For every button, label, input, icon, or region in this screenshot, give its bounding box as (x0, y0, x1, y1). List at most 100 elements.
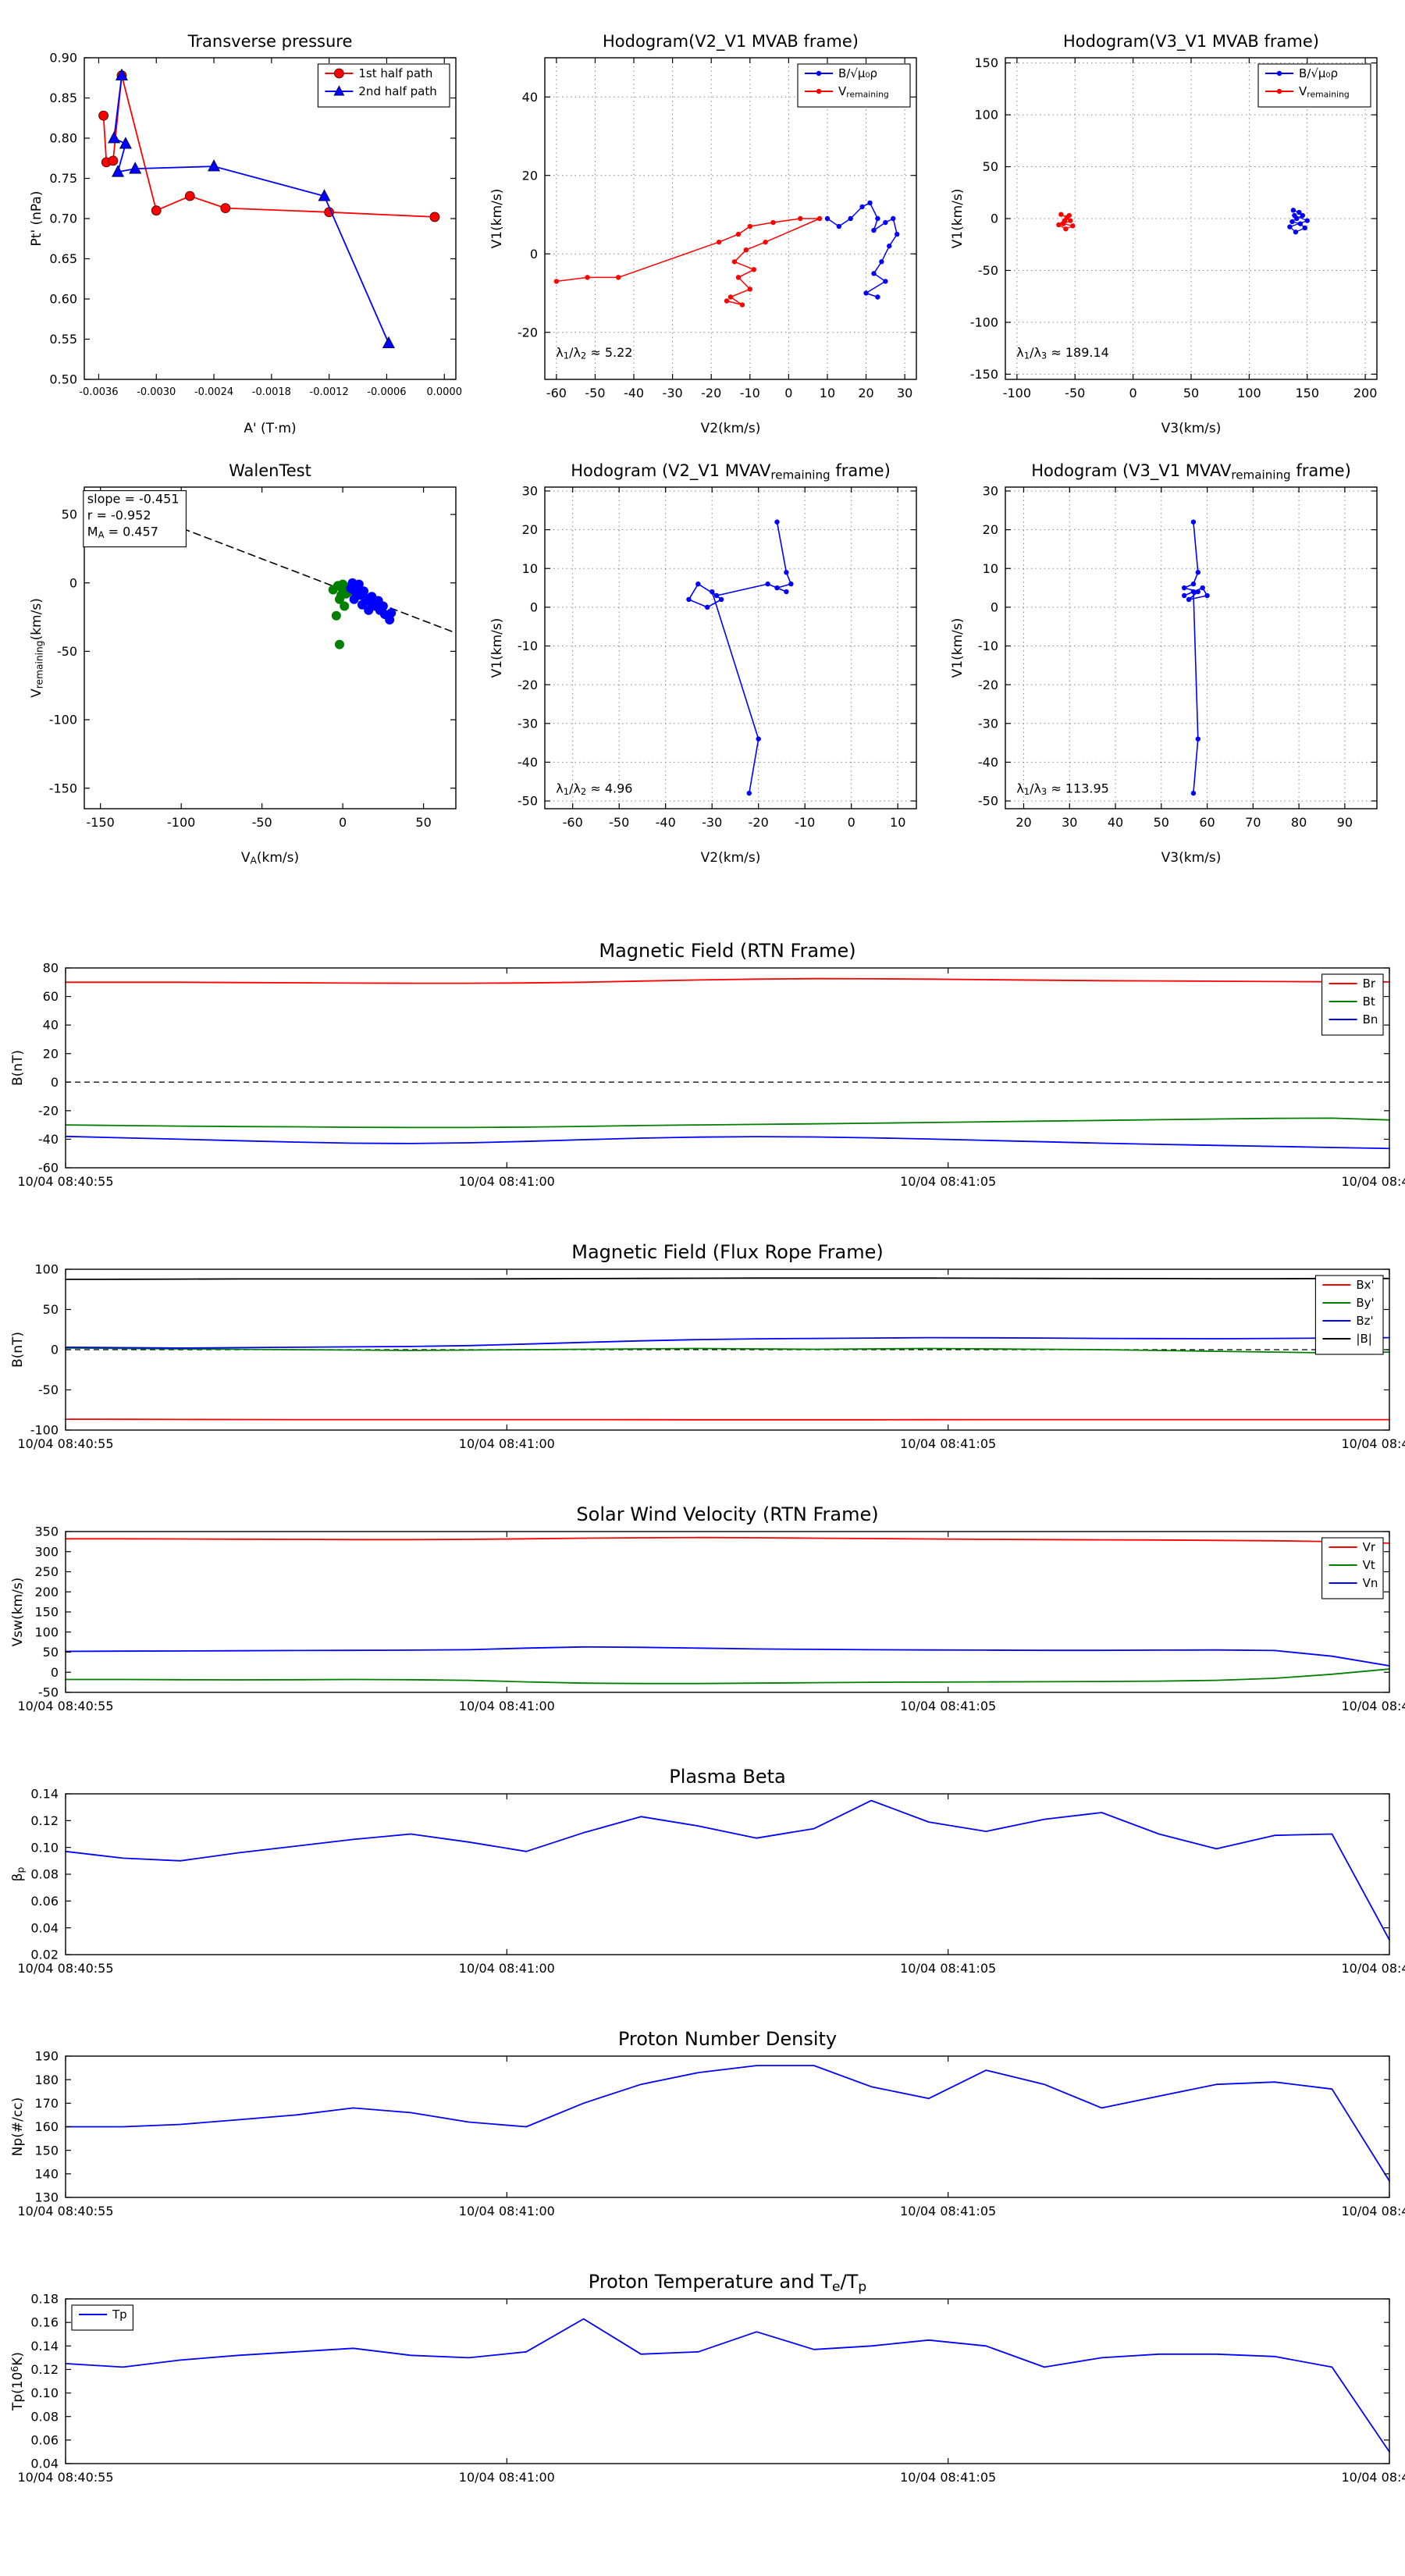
svg-text:40: 40 (43, 1018, 59, 1033)
svg-text:10/04 08:40:55: 10/04 08:40:55 (17, 1174, 113, 1189)
svg-text:300: 300 (34, 1544, 59, 1559)
svg-text:10: 10 (983, 561, 998, 576)
svg-text:-50: -50 (585, 386, 605, 400)
svg-text:-10: -10 (740, 386, 760, 400)
svg-text:0.60: 0.60 (49, 292, 77, 307)
chart-magnetic-field-fluxrope: 10/04 08:40:55 10/04 08:41:00 10/04 08:41:… (0, 1233, 1405, 1463)
svg-text:-10: -10 (518, 639, 538, 653)
svg-text:λ1/λ3 ≈ 189.14: λ1/λ3 ≈ 189.14 (1016, 345, 1109, 361)
svg-text:10/04 08:41:00: 10/04 08:41:00 (459, 1436, 555, 1451)
svg-text:10/04 08:40:55: 10/04 08:40:55 (17, 1961, 113, 1976)
svg-text:Vn: Vn (1363, 1576, 1378, 1590)
svg-text:-60: -60 (546, 386, 567, 400)
svg-text:1st half path: 1st half path (358, 66, 432, 80)
svg-text:10/04 08:41:00: 10/04 08:41:00 (459, 2204, 555, 2218)
svg-proton-density: 10/04 08:40:55 10/04 08:41:00 10/04 08:41:… (10, 2028, 1405, 2218)
svg-text:20: 20 (858, 386, 873, 400)
svg-text:0.06: 0.06 (30, 2432, 59, 2447)
svg-text:Proton Number Density: Proton Number Density (618, 2028, 837, 2050)
svg-text:-30: -30 (518, 716, 538, 731)
svg-text:10/04 08:41:05: 10/04 08:41:05 (900, 1436, 996, 1451)
svg-text:150: 150 (1295, 386, 1319, 400)
svg-text:0.10: 0.10 (30, 2386, 59, 2400)
svg-text:50: 50 (43, 1645, 59, 1660)
svg-text:10/04 08:41:10: 10/04 08:41:10 (1341, 1174, 1405, 1189)
svg-text:0: 0 (51, 1343, 59, 1357)
svg-text:Hodogram(V3_V1 MVAB frame): Hodogram(V3_V1 MVAB frame) (1063, 32, 1319, 52)
svg-text:B/√μ₀ρ: B/√μ₀ρ (1299, 66, 1338, 80)
svg-text:20: 20 (1016, 815, 1031, 830)
svg-text:80: 80 (43, 961, 59, 976)
svg-text:-50: -50 (978, 794, 998, 809)
svg-text:0.04: 0.04 (30, 1920, 59, 1935)
svg-text:0.75: 0.75 (49, 171, 77, 186)
svg-text:-100: -100 (30, 1423, 59, 1438)
svg-text:200: 200 (34, 1585, 59, 1599)
svg-text:10/04 08:41:05: 10/04 08:41:05 (900, 1699, 996, 1713)
svg-text:-60: -60 (38, 1161, 59, 1176)
svg-text:0: 0 (530, 247, 538, 262)
svg-text:190: 190 (34, 2049, 59, 2064)
svg-text:βp: βp (10, 1866, 27, 1881)
svg-text:40: 40 (1108, 815, 1123, 830)
svg-text:10/04 08:40:55: 10/04 08:40:55 (17, 1699, 113, 1713)
svg-text:50: 50 (1154, 815, 1169, 830)
svg-text:90: 90 (1337, 815, 1353, 830)
chart-proton-density: 10/04 08:40:55 10/04 08:41:00 10/04 08:41:… (0, 2020, 1405, 2230)
chart-magnetic-field-rtn: 10/04 08:40:55 10/04 08:41:00 10/04 08:41:… (0, 932, 1405, 1201)
svg-text:Proton Temperature and Te/Tp: Proton Temperature and Te/Tp (589, 2271, 866, 2295)
svg-text:10/04 08:40:55: 10/04 08:40:55 (17, 1436, 113, 1451)
svg-text:V3(km/s): V3(km/s) (1161, 421, 1222, 436)
svg-text:λ1/λ2 ≈ 4.96: λ1/λ2 ≈ 4.96 (556, 781, 632, 797)
svg-text:150: 150 (974, 55, 998, 70)
svg-text:V1(km/s): V1(km/s) (489, 189, 505, 249)
svg-text:50: 50 (983, 159, 998, 174)
svg-text:-50: -50 (38, 1685, 59, 1700)
svg-text:0.14: 0.14 (30, 2339, 59, 2354)
svg-text:Tp(106K): Tp(106K) (9, 2352, 26, 2411)
svg-text:-40: -40 (656, 815, 676, 830)
svg-text:-0.0024: -0.0024 (194, 386, 233, 398)
svg-text:100: 100 (1237, 386, 1261, 400)
svg-plasma-beta: 10/04 08:40:55 10/04 08:41:00 10/04 08:41:… (10, 1766, 1405, 1976)
svg-text:0.0000: 0.0000 (426, 386, 462, 398)
svg-text:Vr: Vr (1363, 1540, 1376, 1554)
svg-text:0.06: 0.06 (30, 1894, 59, 1909)
svg-text:By': By' (1356, 1296, 1374, 1310)
svg-text:B(nT): B(nT) (10, 1332, 26, 1368)
svg-text:WalenTest: WalenTest (229, 461, 311, 480)
svg-text:10/04 08:41:10: 10/04 08:41:10 (1341, 1436, 1405, 1451)
svg-text:-50: -50 (609, 815, 629, 830)
svg-text:10/04 08:41:10: 10/04 08:41:10 (1341, 2204, 1405, 2218)
svg-text:-0.0012: -0.0012 (310, 386, 349, 398)
svg-text:10/04 08:41:00: 10/04 08:41:00 (459, 1961, 555, 1976)
svg-text:80: 80 (1291, 815, 1307, 830)
svg-text:-150: -150 (87, 815, 115, 830)
svg-text:-100: -100 (49, 713, 77, 728)
svg-text:0: 0 (51, 1075, 59, 1090)
svg-text:-40: -40 (518, 755, 538, 770)
chart-hodogram-v2v1-mvab: -60 -50 -40 -30 -20 -10 0 10 20 30 -20 0 20 40 Hodogra… (476, 20, 929, 442)
figure-canvas: -0.0036 -0.0030 -0.0024 -0.0018 -0.0012 -0.00… (0, 20, 1405, 2485)
svg-text:50: 50 (415, 815, 431, 830)
svg-text:0.90: 0.90 (49, 51, 77, 66)
svg-text:V2(km/s): V2(km/s) (701, 850, 761, 866)
svg-text:Solar Wind Velocity (RTN Frame: Solar Wind Velocity (RTN Frame) (576, 1503, 878, 1525)
svg-text:V2(km/s): V2(km/s) (701, 421, 761, 436)
svg-text:λ1/λ2 ≈ 5.22: λ1/λ2 ≈ 5.22 (556, 345, 632, 361)
svg-text:0.04: 0.04 (30, 2457, 59, 2471)
svg-text:20: 20 (522, 522, 538, 537)
svg-text:Bz': Bz' (1356, 1314, 1373, 1328)
svg-text:0.16: 0.16 (30, 2315, 59, 2330)
svg-text:Bx': Bx' (1356, 1278, 1374, 1292)
svg-text:30: 30 (1062, 815, 1077, 830)
svg-text:0.12: 0.12 (30, 1813, 59, 1828)
svg-text:150: 150 (34, 1605, 59, 1620)
svg-text:Vsw(km/s): Vsw(km/s) (10, 1578, 26, 1647)
svg-text:Tp: Tp (112, 2307, 127, 2322)
svg-text:B/√μ₀ρ: B/√μ₀ρ (838, 66, 877, 80)
svg-text:-40: -40 (978, 755, 998, 770)
svg-text:r = -0.952: r = -0.952 (87, 508, 151, 523)
svg-text:0.12: 0.12 (30, 2362, 59, 2377)
svg-text:10/04 08:41:05: 10/04 08:41:05 (900, 1174, 996, 1189)
